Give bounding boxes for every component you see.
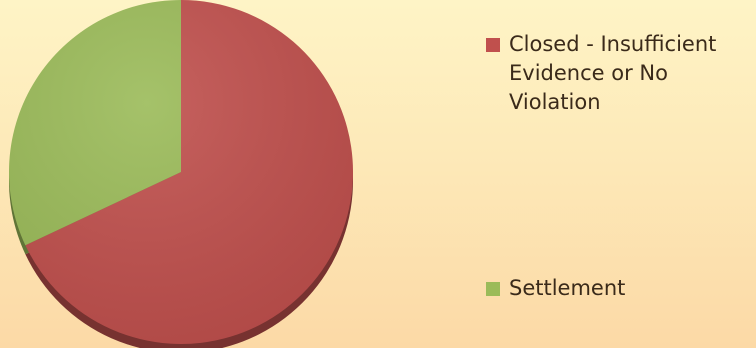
pie-shading bbox=[9, 0, 353, 344]
legend-swatch-closed bbox=[486, 38, 500, 52]
legend-label-closed: Closed - Insufficient Evidence or No Vio… bbox=[509, 32, 717, 114]
pie-slices bbox=[8, 0, 353, 348]
legend-item-closed: Closed - Insufficient Evidence or No Vio… bbox=[486, 30, 748, 117]
legend-swatch-settlement bbox=[486, 282, 500, 296]
legend-item-settlement: Settlement bbox=[486, 274, 748, 303]
chart-legend: Closed - Insufficient Evidence or No Vio… bbox=[486, 26, 756, 316]
legend-label-settlement: Settlement bbox=[509, 276, 626, 300]
